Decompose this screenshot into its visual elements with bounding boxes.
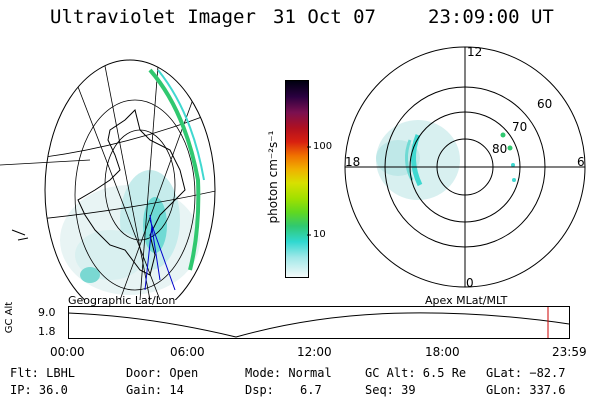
right-panel-caption: Apex MLat/MLT	[425, 294, 508, 307]
time-tick-1200: 12:00	[297, 345, 332, 359]
mlt-label-18: 18	[345, 155, 361, 169]
mlt-label-12: 12	[467, 45, 483, 59]
dsp-label: Dsp:	[245, 383, 274, 397]
time-tick-1800: 18:00	[425, 345, 460, 359]
orbit-track	[144, 214, 176, 291]
coastline	[77, 109, 186, 276]
altitude-curve	[68, 312, 570, 338]
instrument-title: Ultraviolet Imager	[50, 6, 256, 28]
polar-grid	[344, 46, 586, 288]
geographic-limb	[44, 59, 216, 300]
colorbar-tick-100: 100	[313, 141, 333, 152]
mlat-label-70: 70	[512, 120, 528, 134]
altitude-plot	[68, 306, 570, 339]
gc-alt-axis-label: GC Alt	[4, 301, 16, 334]
ip-info: IP: 36.0	[10, 383, 68, 397]
time-tick-2359: 23:59	[552, 345, 587, 359]
polar-plot	[344, 46, 586, 288]
date-label: 31 Oct 07	[273, 6, 376, 28]
time-label: 23:09:00 UT	[428, 6, 554, 28]
dsp-value: 6.7	[300, 383, 322, 397]
colorbar	[285, 80, 309, 278]
time-tick-0600: 06:00	[170, 345, 205, 359]
colorbar-label: photon cm⁻²s⁻¹	[266, 130, 280, 224]
alt-tick-high: 9.0	[38, 306, 56, 319]
geographic-image-panel	[0, 59, 216, 300]
altitude-plot-frame	[68, 306, 570, 339]
geographic-aurora-pixels	[60, 170, 200, 295]
alt-tick-low: 1.8	[38, 325, 56, 338]
time-tick-0000: 00:00	[50, 345, 85, 359]
glat-info: GLat: −82.7	[486, 366, 566, 380]
sequence-info: Seq: 39	[365, 383, 416, 397]
colorbar-axis	[307, 146, 311, 236]
mlt-label-6: 6	[577, 155, 585, 169]
mlat-label-60: 60	[537, 97, 553, 111]
left-panel-caption: Geographic Lat/Lon	[68, 294, 176, 307]
door-info: Door: Open	[126, 366, 199, 380]
gc-alt-info: GC Alt: 6.5 Re	[365, 366, 467, 380]
gain-info: Gain: 14	[126, 383, 184, 397]
glon-info: GLon: 337.6	[486, 383, 566, 397]
mode-info: Mode: Normal	[245, 366, 332, 380]
aurora-arc	[148, 68, 201, 271]
colorbar-tick-10: 10	[313, 229, 326, 240]
filter-info: Flt: LBHL	[10, 366, 76, 380]
mlat-label-80: 80	[492, 142, 508, 156]
mlt-label-0: 0	[466, 276, 474, 290]
